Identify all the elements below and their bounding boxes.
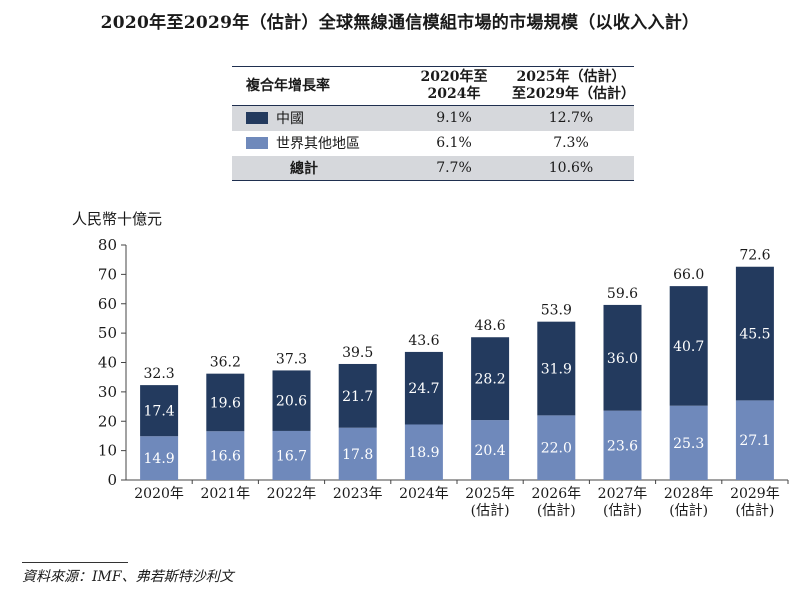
source-divider [22, 562, 128, 563]
y-tick-label: 20 [98, 412, 117, 430]
bar-value-label: 17.4 [144, 404, 175, 420]
x-tick-label: 2027年 [598, 486, 648, 502]
y-tick-label: 0 [107, 471, 117, 489]
source-note: 資料來源：IMF、弗若斯特沙利文 [22, 569, 234, 585]
legend-swatch-rest-of-world [246, 137, 268, 149]
bar-value-label: 23.6 [607, 438, 638, 454]
y-tick-label: 80 [98, 236, 117, 254]
y-tick-label: 10 [98, 442, 117, 460]
x-tick-label: (估計) [537, 503, 576, 519]
bar-total-label: 53.9 [541, 303, 572, 319]
legend-label-china: 中國 [276, 111, 304, 128]
y-tick-label: 70 [98, 265, 117, 283]
cagr-header-period-1: 2020年至 2024年 [420, 69, 488, 102]
y-tick-label: 40 [98, 354, 117, 372]
x-tick-label: 2028年 [664, 486, 714, 502]
bar-segment [735, 266, 774, 401]
bar-segment [404, 351, 443, 425]
bar-value-label: 24.7 [408, 381, 439, 397]
cagr-row-period-1: 6.1% [436, 135, 472, 151]
bar-segment [603, 410, 642, 480]
bar-value-label: 36.0 [607, 351, 638, 367]
cagr-china-period-2: 12.7% [548, 110, 594, 127]
bar-total-label: 37.3 [276, 351, 307, 367]
bar-segment [338, 427, 377, 480]
bar-total-label: 48.6 [475, 318, 506, 334]
bar-segment [404, 424, 443, 480]
cagr-row-rest-of-world: 世界其他地區 6.1% 7.3% [232, 131, 634, 156]
cagr-row-total: 總計 7.7% 10.6% [232, 155, 634, 181]
cagr-header-row: 複合年增長率 2020年至 2024年 2025年（估計） 至2029年（估計） [232, 66, 635, 106]
x-tick-label: 2026年 [531, 486, 581, 502]
bar-value-label: 28.2 [475, 372, 506, 388]
bar-value-label: 16.7 [276, 448, 307, 464]
bar-segment [206, 431, 245, 480]
bar-value-label: 25.3 [673, 436, 704, 452]
cagr-total-period-1: 7.7% [436, 159, 472, 176]
bar-segment [471, 420, 510, 480]
y-axis-label: 人民幣十億元 [72, 210, 163, 228]
bar-value-label: 20.6 [276, 394, 307, 410]
bar-value-label: 16.6 [210, 449, 241, 465]
bar-value-label: 21.7 [342, 389, 373, 405]
bar-total-label: 59.6 [607, 286, 638, 302]
bar-value-label: 45.5 [739, 327, 770, 343]
x-tick-label: 2024年 [399, 486, 449, 502]
bar-total-label: 32.3 [144, 366, 175, 382]
cagr-table: 複合年增長率 2020年至 2024年 2025年（估計） 至2029年（估計）… [232, 66, 635, 181]
bar-segment [140, 385, 179, 437]
y-tick-label: 30 [98, 383, 117, 401]
bar-segment [272, 370, 311, 431]
x-tick-label: 2029年 [730, 486, 780, 502]
cagr-total-period-2: 10.6% [548, 159, 594, 176]
bar-value-label: 31.9 [541, 362, 572, 378]
x-tick-label: 2020年 [134, 486, 184, 502]
x-tick-label: 2022年 [267, 486, 317, 502]
bar-value-label: 14.9 [144, 451, 175, 467]
cagr-row-china: 中國 9.1% 12.7% [232, 105, 634, 131]
x-tick-label: (估計) [669, 503, 708, 519]
bar-value-label: 20.4 [475, 443, 506, 459]
bar-segment [140, 436, 179, 480]
y-tick-label: 60 [98, 295, 117, 313]
bar-segment [338, 363, 377, 428]
bar-segment [537, 415, 576, 480]
bar-value-label: 17.8 [342, 447, 373, 463]
legend-label-rest-of-world: 世界其他地區 [276, 136, 360, 152]
bar-segment [669, 286, 708, 406]
bar-segment [206, 373, 245, 432]
y-tick-label: 50 [98, 324, 117, 342]
bar-value-label: 40.7 [673, 339, 704, 355]
bar-segment [537, 321, 576, 416]
cagr-header-period-2: 2025年（估計） 至2029年（估計） [512, 69, 635, 102]
bar-value-label: 27.1 [739, 433, 770, 449]
cagr-china-period-1: 9.1% [436, 110, 472, 127]
bar-value-label: 19.6 [210, 395, 241, 411]
cagr-row-period-2: 7.3% [553, 135, 589, 151]
bar-segment [471, 337, 510, 421]
legend-swatch-china [246, 112, 268, 125]
x-tick-label: (估計) [735, 503, 774, 519]
bar-segment [669, 405, 708, 480]
cagr-header-label: 複合年增長率 [246, 77, 330, 94]
bar-total-label: 39.5 [342, 345, 373, 361]
bar-segment [603, 304, 642, 411]
bar-value-label: 22.0 [541, 441, 572, 457]
x-tick-label: 2023年 [333, 486, 383, 502]
x-tick-label: (估計) [603, 503, 642, 519]
bar-total-label: 72.6 [739, 248, 770, 264]
x-tick-label: 2021年 [200, 486, 250, 502]
bar-total-label: 66.0 [673, 267, 704, 283]
bar-total-label: 43.6 [408, 333, 439, 349]
x-tick-label: (估計) [471, 503, 510, 519]
bar-value-label: 18.9 [408, 445, 439, 461]
x-tick-label: 2025年 [465, 486, 515, 502]
bar-total-label: 36.2 [210, 355, 241, 371]
legend-label-total: 總計 [290, 160, 318, 177]
chart-title: 2020年至2029年（估計）全球無線通信模組市場的市場規模（以收入入計） [100, 13, 700, 33]
bar-segment [735, 400, 774, 480]
bar-segment [272, 430, 311, 480]
